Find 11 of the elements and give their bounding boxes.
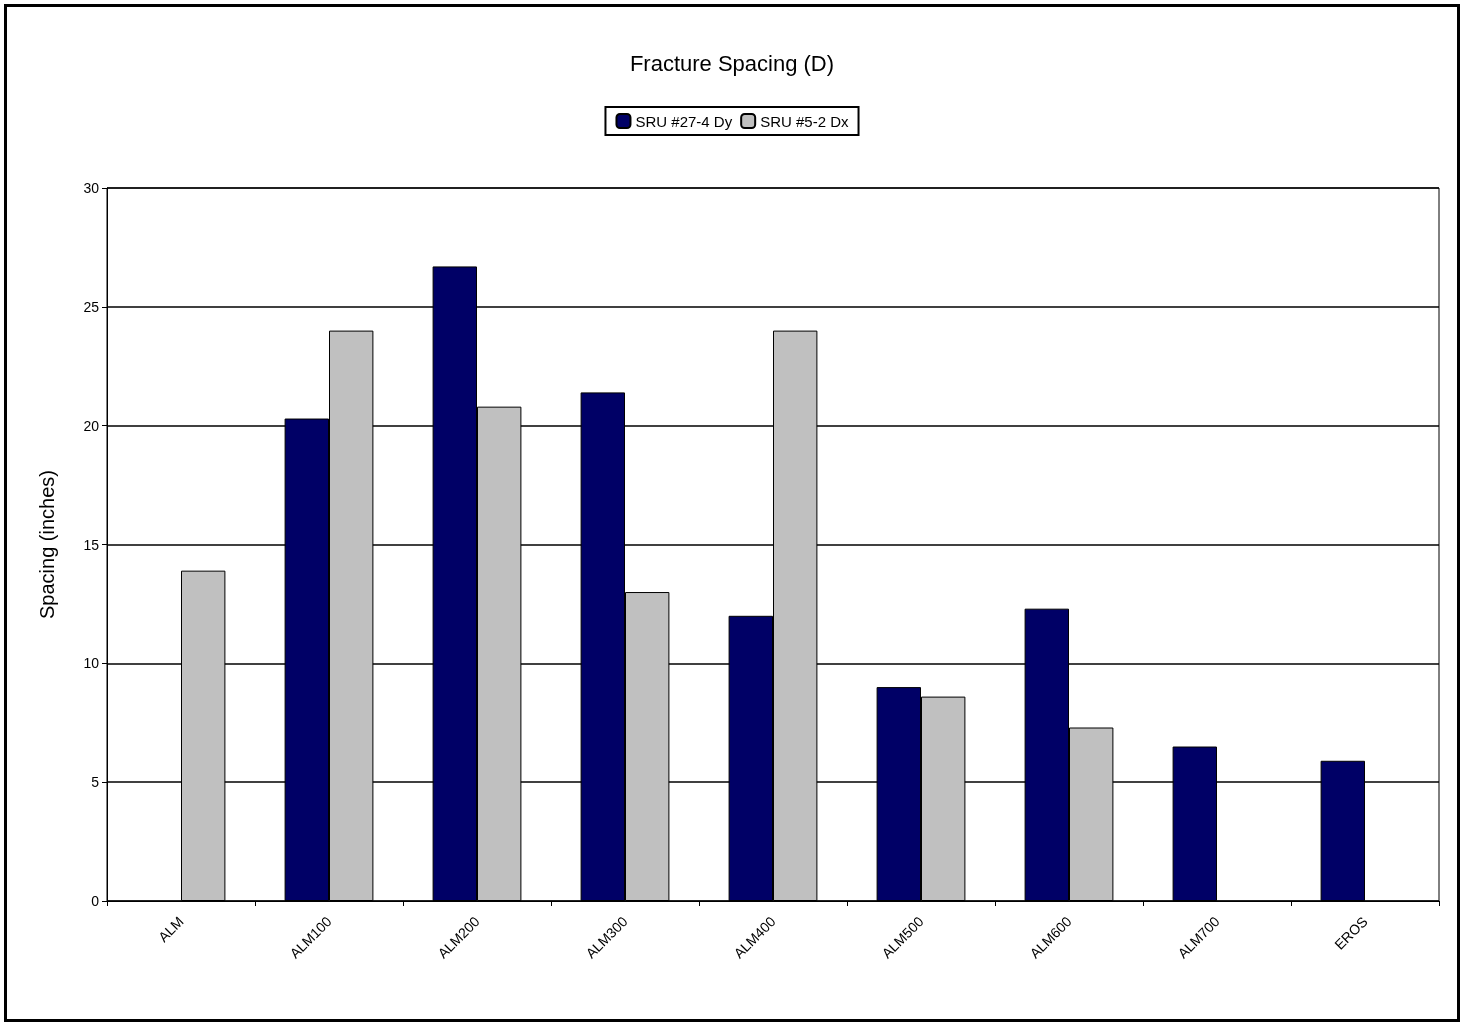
y-tick-label: 25: [83, 298, 100, 315]
y-tick-label: 0: [91, 893, 100, 909]
y-tick-label: 30: [83, 180, 100, 196]
y-tick-label: 15: [83, 536, 100, 553]
chart-title: Fracture Spacing (D): [629, 50, 835, 76]
legend-label: SRU #5-2 Dx: [760, 112, 850, 130]
y-tick-label: 20: [83, 417, 100, 434]
y-tick-label: 5: [91, 774, 100, 791]
y-tick-label: 10: [83, 655, 100, 672]
y-axis-title: Spacing (inches): [36, 470, 58, 619]
legend-label: SRU #27-4 Dy: [635, 112, 733, 130]
